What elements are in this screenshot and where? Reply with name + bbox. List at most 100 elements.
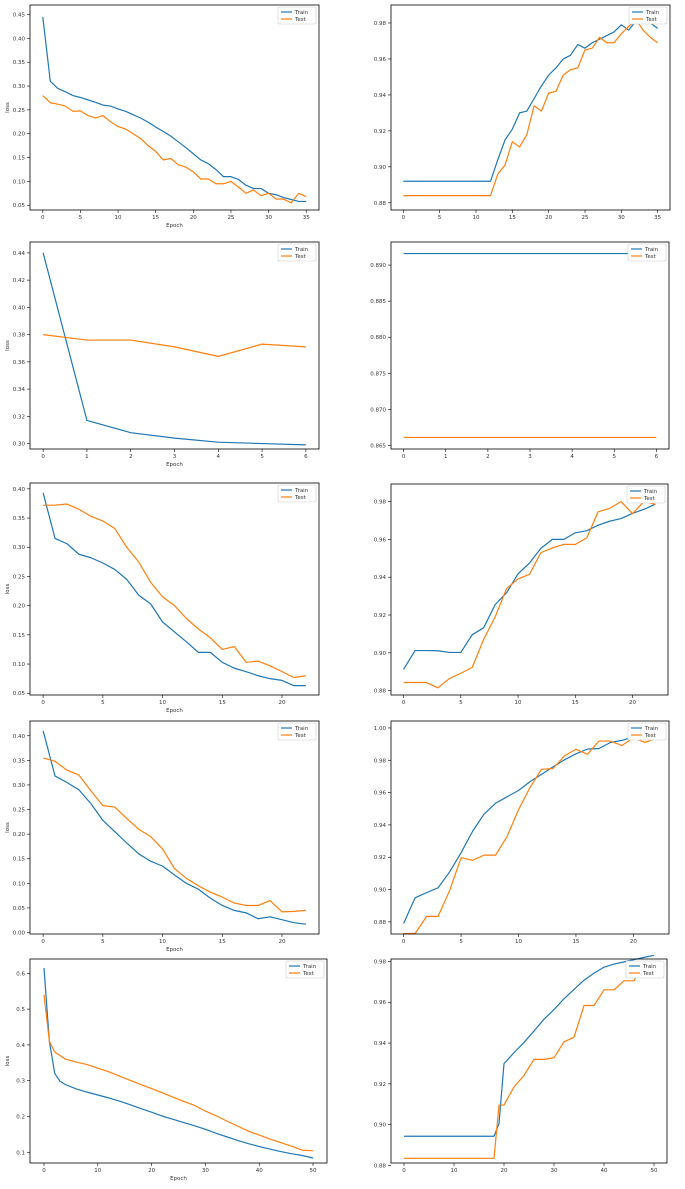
chart2-y-tick-label: 0.96 <box>374 57 387 63</box>
chart1-series-test-line <box>42 95 307 204</box>
chart1-legend-label-test: Test <box>294 17 307 23</box>
chart9-y-tick-label: 0.2 <box>16 1114 25 1120</box>
chart9-x-tick-label: 10 <box>94 1168 101 1174</box>
chart4-x-tick-label: 3 <box>528 454 532 460</box>
chart-svg-6: 0 5 10 15 20 0.88 0.90 0.92 0.94 0.96 0.98 TrainTes… <box>374 483 669 706</box>
chart8-x-tick-label: 5 <box>459 939 463 945</box>
chart7-y-tick-label: 0.35 <box>13 758 26 764</box>
chart6-legend-label-test: Test <box>643 496 656 502</box>
chart4-y-tick-label: 0.870 <box>370 407 386 413</box>
chart9-x-tick-label: 30 <box>202 1168 209 1174</box>
chart7-legend-label-test: Test <box>294 733 307 739</box>
chart7-y-tick-label: 0.40 <box>13 734 26 740</box>
chart9-series-train-line <box>43 967 314 1159</box>
chart10-y-tick-label: 0.98 <box>374 959 387 965</box>
chart5-series-test-line <box>43 503 306 679</box>
chart5-plot-frame <box>29 482 320 696</box>
chart1-x-tick-label: 30 <box>265 215 272 221</box>
chart1-x-tick-label: 15 <box>152 215 159 221</box>
chart8-y-tick-label: 1.00 <box>374 726 387 732</box>
chart9-x-tick-label: 50 <box>310 1168 317 1174</box>
chart7-x-axis-label: Epoch <box>166 947 183 953</box>
chart4-y-tick-label: 0.875 <box>370 371 386 377</box>
chart4-x-tick-label: 1 <box>444 454 448 460</box>
chart3-x-axis-label: Epoch <box>166 462 183 468</box>
chart9-x-tick-label: 40 <box>256 1168 263 1174</box>
chart5-legend <box>277 484 317 503</box>
chart8-plot-frame <box>390 720 670 935</box>
chart6-y-tick-label: 0.92 <box>374 613 386 619</box>
chart6-y-tick-label: 0.98 <box>374 500 387 506</box>
chart3-series-train-line <box>42 252 306 446</box>
chart-svg-7: 0 5 10 15 20 0.00 0.05 0.10 0.15 0.20 0.25 0.30 0.35… <box>5 720 320 953</box>
chart-panel-1: 0 5 10 15 20 25 30 35 0.05 0.10 0.15 0.20 0.25 0.30 0.… <box>0 0 342 238</box>
chart2-y-tick-label: 0.88 <box>374 201 387 207</box>
chart8-y-tick-label: 0.92 <box>374 855 386 861</box>
chart10-x-tick-label: 0 <box>402 1168 406 1174</box>
chart7-y-tick-label: 0.20 <box>13 832 26 838</box>
chart10-legend-label-train: Train <box>642 964 657 970</box>
chart-panel-9: 0 10 20 30 40 50 0.1 0.2 0.3 0.4 0.5 0.6 Epoch loss Tr… <box>0 952 342 1188</box>
chart7-y-tick-label: 0.00 <box>13 931 26 937</box>
chart10-series-test-line <box>404 961 654 1159</box>
chart3-y-tick-label: 0.36 <box>13 360 26 366</box>
chart10-plot-frame <box>390 958 668 1164</box>
chart10-x-tick-label: 10 <box>451 1168 458 1174</box>
chart5-x-tick-label: 0 <box>41 700 45 706</box>
chart4-x-tick-label: 5 <box>612 454 616 460</box>
chart1-y-tick-label: 0.25 <box>13 108 26 114</box>
chart4-x-tick-label: 6 <box>655 454 659 460</box>
chart5-x-tick-label: 15 <box>219 700 226 706</box>
chart9-y-tick-label: 0.6 <box>16 971 25 977</box>
chart10-x-tick-label: 40 <box>601 1168 608 1174</box>
chart7-x-tick-label: 0 <box>41 939 45 945</box>
chart3-y-tick-label: 0.34 <box>13 387 26 393</box>
chart2-x-tick-label: 15 <box>509 215 516 221</box>
chart3-x-tick-label: 0 <box>41 454 45 460</box>
chart4-y-tick-label: 0.865 <box>370 443 386 449</box>
chart2-legend-label-test: Test <box>645 17 658 23</box>
chart8-series-test-line <box>403 737 657 935</box>
chart6-y-tick-label: 0.94 <box>374 575 387 581</box>
chart10-y-tick-label: 0.96 <box>374 1000 387 1006</box>
chart5-y-tick-label: 0.40 <box>13 487 26 493</box>
chart2-legend <box>628 6 668 25</box>
chart4-y-tick-label: 0.880 <box>370 335 386 341</box>
chart5-x-tick-label: 5 <box>101 700 105 706</box>
chart8-x-tick-label: 0 <box>402 939 406 945</box>
chart7-series-train-line <box>42 730 306 925</box>
chart4-plot-frame <box>390 241 670 450</box>
chart2-x-tick-label: 30 <box>618 215 625 221</box>
chart5-y-tick-label: 0.30 <box>13 545 26 551</box>
chart6-series-test-line <box>403 500 656 689</box>
chart8-x-tick-label: 10 <box>515 939 522 945</box>
chart3-x-tick-label: 5 <box>260 454 264 460</box>
chart7-y-tick-label: 0.30 <box>13 783 26 789</box>
chart9-x-tick-label: 0 <box>42 1168 46 1174</box>
chart2-series-test-line <box>403 18 659 197</box>
chart2-y-tick-label: 0.90 <box>374 165 387 171</box>
chart5-y-tick-label: 0.20 <box>13 604 26 610</box>
chart7-y-tick-label: 0.25 <box>13 808 26 814</box>
chart7-series-test-line <box>42 757 306 913</box>
chart4-legend-label-test: Test <box>644 254 657 260</box>
chart1-y-tick-label: 0.05 <box>13 203 26 209</box>
chart1-y-tick-label: 0.15 <box>13 156 26 162</box>
chart2-x-tick-label: 10 <box>473 215 480 221</box>
chart1-y-tick-label: 0.35 <box>13 60 26 66</box>
chart7-legend-label-train: Train <box>294 726 309 732</box>
chart6-y-tick-label: 0.90 <box>374 651 387 657</box>
chart3-y-tick-label: 0.40 <box>13 305 26 311</box>
chart4-y-tick-label: 0.890 <box>370 263 386 269</box>
chart1-legend <box>277 6 317 25</box>
chart3-y-tick-label: 0.30 <box>13 442 26 448</box>
chart9-y-tick-label: 0.4 <box>16 1043 25 1049</box>
chart-panel-8: 0 5 10 15 20 0.88 0.90 0.92 0.94 0.96 0.98 1.00 Trai… <box>343 714 685 952</box>
chart-svg-9: 0 10 20 30 40 50 0.1 0.2 0.3 0.4 0.5 0.6 Epoch loss Tr… <box>5 958 328 1182</box>
chart10-y-tick-label: 0.88 <box>374 1163 387 1169</box>
chart9-series-test-line <box>43 994 314 1152</box>
chart8-legend-label-train: Train <box>644 726 659 732</box>
chart10-legend <box>625 960 665 979</box>
chart6-legend-label-train: Train <box>643 489 658 495</box>
chart1-x-tick-label: 0 <box>41 215 45 221</box>
